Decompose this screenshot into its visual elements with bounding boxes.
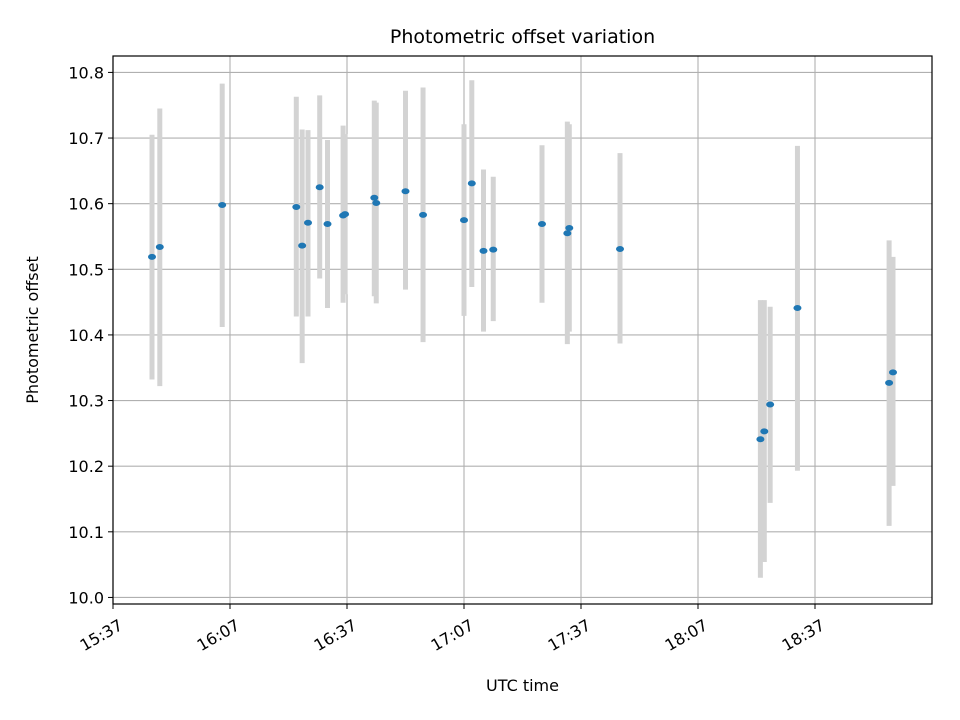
- data-point: [323, 221, 332, 228]
- data-point: [616, 245, 624, 252]
- data-point: [370, 194, 379, 201]
- y-tick-label: 10.8: [68, 63, 104, 82]
- data-point: [372, 200, 381, 207]
- data-point: [489, 246, 498, 253]
- data-point: [315, 184, 324, 191]
- y-axis-label: Photometric offset: [23, 256, 42, 404]
- y-tick-label: 10.2: [68, 457, 104, 476]
- data-point: [148, 253, 156, 260]
- data-point: [889, 369, 897, 376]
- data-point: [479, 247, 488, 254]
- data-point: [565, 224, 574, 231]
- data-point: [218, 201, 227, 208]
- y-tick-label: 10.3: [68, 392, 104, 411]
- y-axis-ticks: 10.0 10.1 10.2 10.3 10.4 10.5 10.6 10.7 10.8: [68, 63, 113, 607]
- y-tick-label: 10.1: [68, 523, 104, 542]
- data-point: [756, 436, 765, 443]
- y-tick-label: 10.6: [68, 195, 104, 214]
- data-point: [155, 243, 164, 250]
- y-tick-label: 10.0: [68, 588, 104, 607]
- data-point: [538, 221, 546, 228]
- data-point: [885, 379, 894, 386]
- y-tick-label: 10.7: [68, 129, 104, 148]
- y-tick-label: 10.5: [68, 260, 104, 279]
- data-point: [292, 203, 301, 210]
- data-point: [760, 428, 769, 435]
- data-point: [766, 401, 775, 408]
- x-axis-label: UTC time: [486, 676, 559, 695]
- plot-frame: [112, 55, 933, 605]
- data-point: [460, 217, 468, 224]
- chart-title: Photometric offset variation: [390, 26, 655, 48]
- y-tick-label: 10.4: [68, 326, 104, 345]
- data-point: [563, 230, 572, 237]
- data-point: [793, 305, 802, 312]
- data-point: [419, 211, 428, 218]
- data-point: [401, 188, 410, 195]
- data-points: [148, 180, 897, 443]
- data-point: [298, 242, 307, 249]
- data-point: [467, 180, 476, 187]
- data-point: [304, 219, 312, 226]
- data-point: [341, 211, 350, 218]
